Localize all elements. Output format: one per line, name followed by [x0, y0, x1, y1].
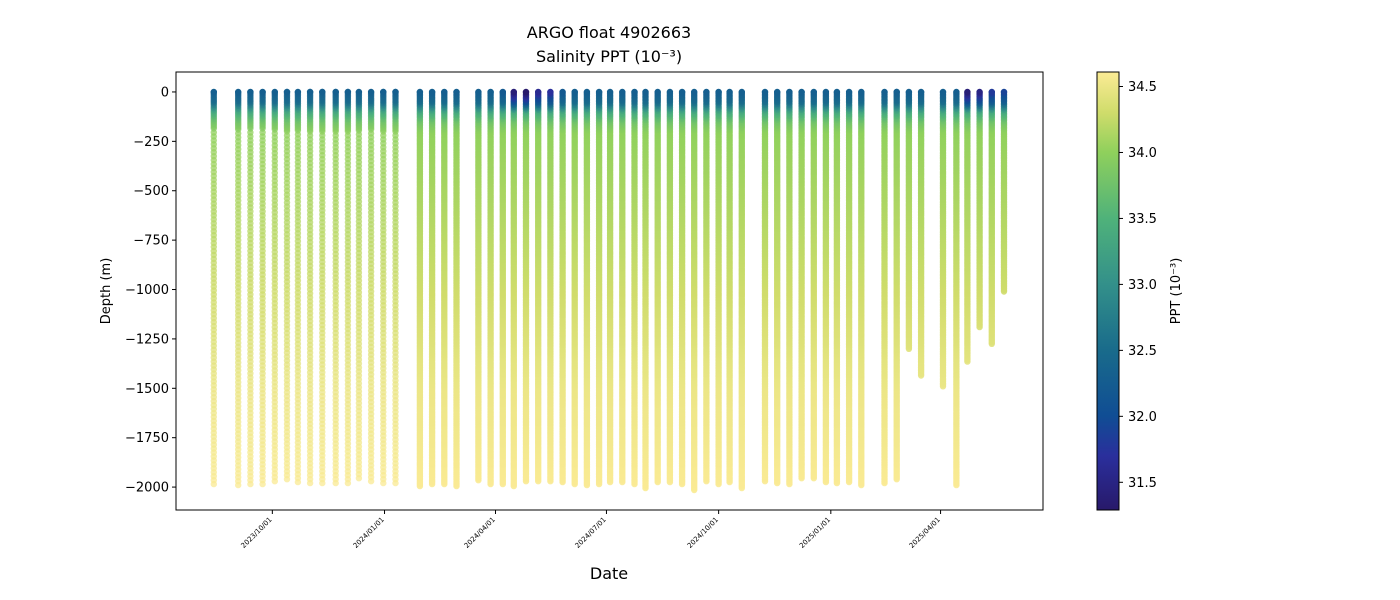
profile [380, 88, 387, 487]
data-point [416, 88, 424, 96]
profile [547, 88, 554, 485]
data-point [499, 88, 506, 96]
data-point [392, 88, 399, 96]
data-point [441, 88, 448, 96]
data-point [294, 88, 302, 96]
data-point [475, 88, 482, 96]
data-point [306, 88, 314, 96]
data-point [547, 88, 554, 96]
profile [416, 88, 424, 490]
chart-title: ARGO float 4902663 [527, 23, 691, 42]
profile [235, 88, 242, 489]
profile [210, 88, 217, 488]
data-point [235, 88, 242, 96]
data-point [247, 88, 254, 96]
data-point [559, 88, 566, 96]
profile [344, 88, 352, 487]
data-point [428, 88, 436, 96]
profile [510, 88, 517, 490]
profile [453, 88, 460, 490]
profile [367, 88, 375, 485]
data-point [487, 88, 494, 96]
profile [332, 88, 339, 487]
chart-subtitle: Salinity PPT (10⁻³) [536, 47, 682, 66]
profile [306, 88, 314, 487]
data-point [522, 88, 530, 96]
profile [247, 88, 254, 488]
profile [475, 88, 482, 484]
data-point [367, 88, 375, 96]
data-point [332, 88, 339, 96]
data-point [344, 88, 352, 96]
data-point [259, 88, 266, 96]
data-point [210, 88, 217, 96]
profile [441, 88, 448, 488]
profile [259, 88, 266, 488]
profile [535, 88, 542, 485]
data-point [283, 88, 291, 96]
data-point [510, 88, 517, 96]
profile [392, 88, 399, 487]
profile [294, 88, 302, 486]
data-point [271, 88, 278, 96]
profile [428, 88, 436, 488]
profile [499, 88, 506, 488]
profile [319, 88, 326, 487]
data-point [535, 88, 542, 96]
profile [522, 88, 530, 485]
profile [487, 88, 494, 488]
profile [271, 88, 278, 485]
plot-area [210, 88, 1008, 494]
profile [559, 88, 566, 486]
data-point [380, 88, 387, 96]
profile [571, 88, 578, 488]
profile [355, 88, 363, 482]
profile [283, 88, 291, 483]
data-point [319, 88, 326, 96]
data-point [355, 88, 363, 96]
data-point [453, 88, 460, 96]
